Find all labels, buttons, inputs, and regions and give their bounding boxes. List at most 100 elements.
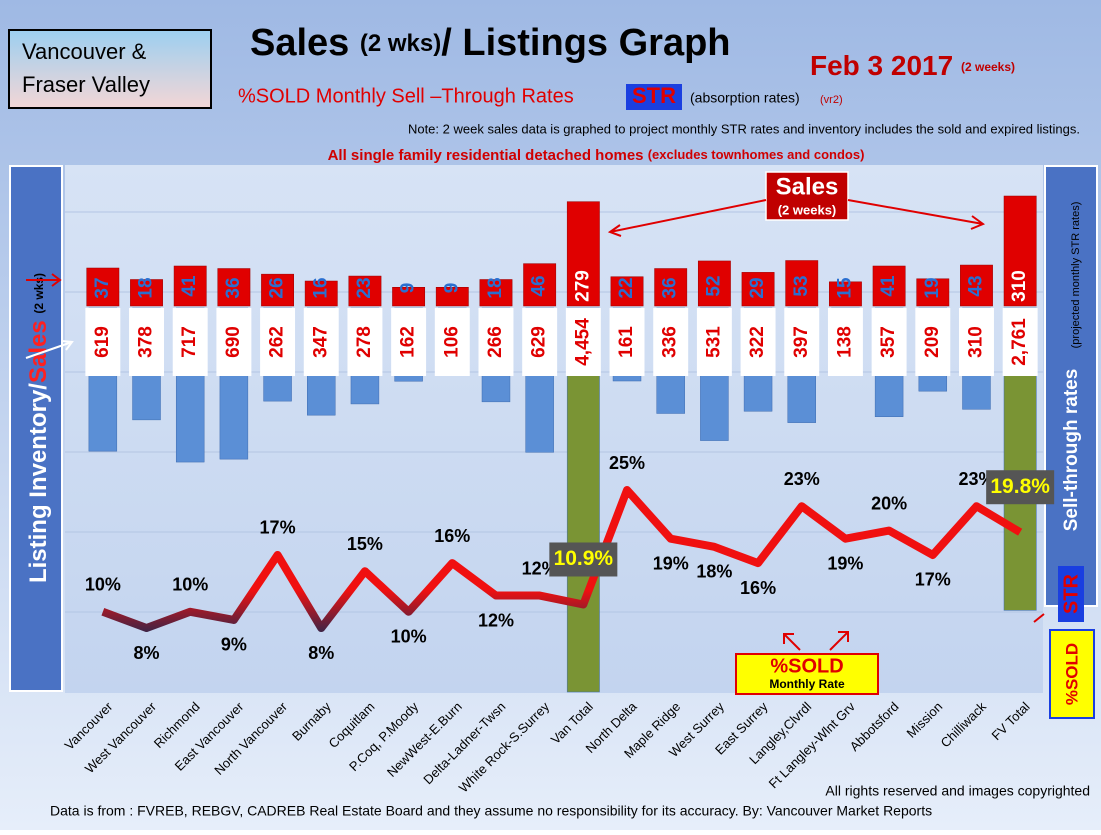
sales-label: 279 [572, 270, 593, 302]
inventory-label-box [478, 308, 514, 376]
str-label: 23% [784, 469, 820, 489]
sales-label: 53 [791, 275, 812, 296]
sales-bar [697, 260, 731, 307]
y2-sold-box [1049, 629, 1095, 719]
sales-label: 18 [485, 277, 506, 298]
inventory-label: 4,454 [572, 318, 593, 366]
inventory-label: 278 [354, 326, 375, 358]
sales-bar [829, 281, 862, 307]
inventory-label: 378 [136, 326, 157, 358]
sales-bar [566, 201, 600, 307]
str-box [626, 84, 682, 110]
sales-bar [435, 287, 469, 307]
sales-label: 43 [965, 275, 986, 296]
str-label: 20% [871, 493, 907, 513]
inventory-label: 690 [223, 326, 244, 358]
inventory-label-box [347, 308, 383, 376]
sales-label: 22 [616, 277, 637, 298]
inventory-label: 310 [965, 326, 986, 358]
sales-bar [392, 287, 426, 307]
str-line [101, 486, 1023, 633]
inventory-label: 138 [834, 326, 855, 358]
str-label: 8% [134, 643, 160, 663]
inventory-label: 2,761 [1009, 318, 1030, 366]
str-total-box [986, 470, 1055, 505]
y-label-panel [9, 165, 63, 692]
inventory-label: 619 [92, 326, 113, 358]
sales-bar [785, 260, 819, 307]
str-label: 19% [827, 553, 863, 573]
sales-label: 15 [834, 277, 855, 299]
region-line: Vancouver & [22, 39, 147, 64]
sales-bar [1003, 195, 1037, 307]
inventory-label: 717 [179, 326, 200, 358]
str-note: (absorption rates) [690, 90, 800, 106]
inventory-label-box [260, 308, 296, 376]
sales-label: 9 [441, 283, 462, 294]
str-label: 10% [85, 575, 121, 595]
str-label: 16% [434, 526, 470, 546]
sales-label: 23 [354, 277, 375, 298]
sales-label: 52 [703, 275, 724, 296]
sales-label: 16 [310, 277, 331, 298]
sales-label: 19 [922, 277, 943, 298]
sales-label: 310 [1009, 270, 1030, 302]
inventory-label-box [129, 308, 164, 376]
sales-label: 9 [398, 283, 419, 294]
sold-callout [735, 653, 879, 695]
sold-callout-text: %SOLD [770, 655, 843, 677]
inventory-label-box [784, 308, 820, 376]
inventory-label-box [172, 308, 208, 376]
str-total-label: 10.9% [554, 547, 614, 570]
subtitle: %SOLD Monthly Sell –Through Rates [238, 85, 574, 107]
str-total-label: 19.8% [990, 475, 1050, 498]
scope: All single family residential detached h… [328, 147, 865, 164]
str-total-box [549, 542, 618, 577]
inventory-label: 531 [703, 326, 724, 358]
sales-callout [765, 171, 849, 221]
y2-label: Sell-through rates [1061, 369, 1082, 532]
arrow [26, 273, 62, 287]
sales-bar [130, 279, 163, 307]
inventory-label: 209 [922, 326, 943, 358]
inventory-label: 262 [267, 326, 288, 358]
sold-callout-note: Monthly Rate [769, 677, 845, 691]
y2-label-note: (projected monthly STR rates) [1070, 202, 1082, 349]
sales-label: 41 [878, 275, 899, 297]
str-label: 16% [740, 578, 776, 598]
inventory-label: 266 [485, 326, 506, 358]
sales-bar [173, 265, 207, 307]
inventory-label-box [522, 308, 558, 376]
str-label: 23% [958, 469, 994, 489]
sales-label: 36 [223, 277, 244, 298]
str-label: 19% [653, 553, 689, 573]
sales-bar [217, 268, 251, 307]
sales-label: 46 [529, 275, 550, 296]
sales-bar [654, 268, 688, 307]
sales-bar [261, 273, 294, 307]
str-label: 17% [915, 570, 951, 590]
inventory-label: 357 [878, 326, 899, 358]
date: Feb 3 2017 (2 weeks) [810, 50, 1015, 81]
sales-bar [872, 265, 906, 307]
inventory-label-box [740, 308, 776, 376]
inventory-label: 336 [660, 326, 681, 358]
sales-label: 36 [660, 277, 681, 298]
inventory-label: 162 [398, 326, 419, 358]
region-box [8, 29, 212, 109]
str-label: 12% [522, 558, 558, 578]
inventory-label-box [827, 308, 863, 376]
str-label: 18% [696, 562, 732, 582]
inventory-label-box [696, 308, 732, 376]
inventory-label-box [303, 308, 339, 376]
sales-bar [610, 276, 644, 307]
inventory-label-box [609, 308, 645, 376]
inventory-label: 347 [310, 326, 331, 358]
inventory-label: 629 [529, 326, 550, 358]
str-label: 12% [478, 610, 514, 630]
sales-bar [741, 272, 775, 307]
callout-arrows [783, 631, 849, 651]
callout-arrows [607, 199, 986, 237]
sales-callout-note: (2 weeks) [778, 202, 837, 217]
sales-bar [348, 275, 382, 307]
